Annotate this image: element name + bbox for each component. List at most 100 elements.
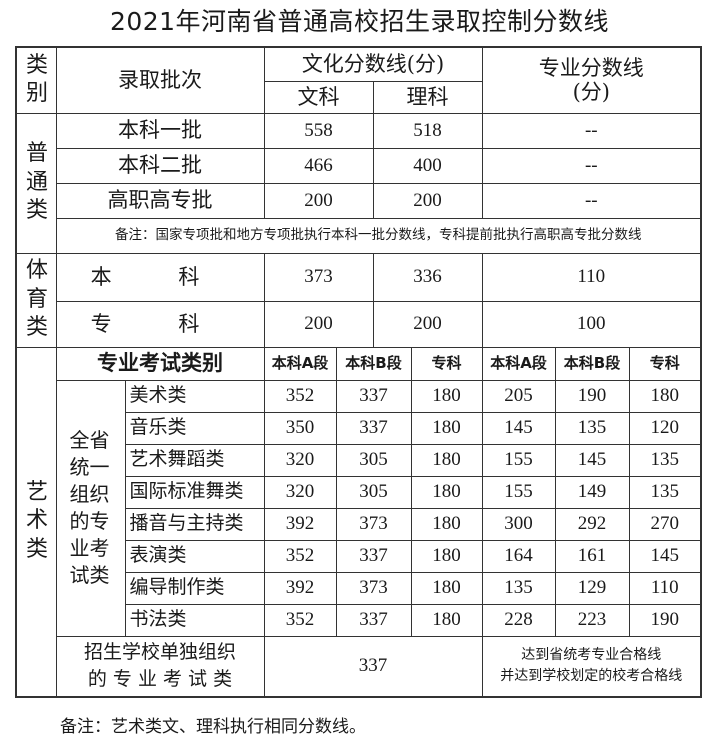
art-score: 352 xyxy=(263,603,337,637)
unified-label: 全省统一组织的专业考试类 xyxy=(55,379,126,637)
art-category-name: 艺术舞蹈类 xyxy=(124,443,265,477)
art-score: 305 xyxy=(335,475,412,509)
table-row: 书法类 352 337 180 228 223 190 xyxy=(16,603,702,637)
art-score: 320 xyxy=(263,443,337,477)
art-score: 392 xyxy=(263,571,337,605)
pro-line2: 并达到学校划定的校考合格线 xyxy=(500,668,683,685)
arts-score: 200 xyxy=(263,300,374,348)
table-row: 艺术类 专业考试类别 本科A段 本科B段 专科 本科A段 本科B段 专科 xyxy=(15,346,702,698)
art-category-name: 国际标准舞类 xyxy=(124,475,265,509)
art-score: 337 xyxy=(335,379,412,413)
art-score: 161 xyxy=(554,539,630,573)
arts-score: 466 xyxy=(263,147,374,184)
art-category-name: 表演类 xyxy=(124,539,265,573)
pro-score: 100 xyxy=(481,300,702,348)
table-row: 音乐类 350 337 180 145 135 120 xyxy=(16,411,702,445)
pro-line1: 达到省统考专业合格线 xyxy=(521,647,662,664)
batch-name: 本科二批 xyxy=(55,147,265,184)
art-category-name: 美术类 xyxy=(124,379,265,413)
art-score: 352 xyxy=(263,379,337,413)
art-col-header: 专科 xyxy=(410,346,483,381)
art-score: 180 xyxy=(410,443,483,477)
art-col-header: 本科A段 xyxy=(481,346,556,381)
school-pro-requirement: 达到省统考专业合格线并达到学校划定的校考合格线 xyxy=(481,635,702,698)
art-score: 352 xyxy=(263,539,337,573)
table-wrapper: 类别 录取批次 文化分数线(分) 专业分数线(分) 文科 理科 普通类 本科一批 5… xyxy=(15,46,703,698)
table-row: 本科二批 466 400 -- xyxy=(16,147,702,184)
art-score: 223 xyxy=(554,603,630,637)
arts-score: 558 xyxy=(263,112,374,149)
art-score: 180 xyxy=(410,475,483,509)
table-row: 专 科 200 200 100 xyxy=(16,300,702,348)
table-row: 高职高专批 200 200 -- xyxy=(16,182,702,219)
art-score: 205 xyxy=(481,379,556,413)
art-score: 373 xyxy=(335,571,412,605)
art-category-name: 书法类 xyxy=(124,603,265,637)
science-score: 400 xyxy=(372,147,483,184)
table-row: 表演类 352 337 180 164 161 145 xyxy=(16,539,702,573)
table-row: 招生学校单独组织的 专 业 考 试 类 337 达到省统考专业合格线 并达到学校划定的… xyxy=(16,635,702,698)
art-score: 110 xyxy=(628,571,702,605)
art-score: 129 xyxy=(554,571,630,605)
score-table: 类别 录取批次 文化分数线(分) 专业分数线(分) 文科 理科 普通类 本科一批 5… xyxy=(15,46,703,698)
art-score: 180 xyxy=(410,507,483,541)
art-category-name: 播音与主持类 xyxy=(124,507,265,541)
art-col-header: 专科 xyxy=(628,346,702,381)
art-score: 135 xyxy=(628,475,702,509)
art-score: 392 xyxy=(263,507,337,541)
batch-name: 专 科 xyxy=(55,300,265,348)
art-score: 180 xyxy=(410,571,483,605)
art-score: 180 xyxy=(410,411,483,445)
header-batch: 录取批次 xyxy=(55,46,265,114)
art-score: 337 xyxy=(335,539,412,573)
table-row: 备注：国家专项批和地方专项批执行本科一批分数线，专科提前批执行高职高专批分数线 xyxy=(16,217,702,254)
batch-name: 本科一批 xyxy=(55,112,265,149)
art-score: 337 xyxy=(335,411,412,445)
art-score: 320 xyxy=(263,475,337,509)
art-score: 350 xyxy=(263,411,337,445)
art-col-header: 本科B段 xyxy=(335,346,412,381)
arts-score: 373 xyxy=(263,252,374,302)
pro-score: -- xyxy=(481,112,702,149)
school-label-line2: 的 专 业 考 试 类 xyxy=(87,668,233,691)
art-score: 228 xyxy=(481,603,556,637)
table-row: 编导制作类 392 373 180 135 129 110 xyxy=(16,571,702,605)
table-row: 体育类本 科 373 336 110 xyxy=(15,252,702,348)
school-exam-label: 招生学校单独组织的 专 业 考 试 类 xyxy=(55,635,265,698)
art-score: 180 xyxy=(410,379,483,413)
art-label: 艺术类 xyxy=(15,346,57,698)
table-row: 普通类 本科一批 558 518 -- xyxy=(15,112,702,254)
art-score: 135 xyxy=(554,411,630,445)
sports-label: 体育类 xyxy=(15,252,57,348)
science-score: 200 xyxy=(372,300,483,348)
art-score: 145 xyxy=(628,539,702,573)
pro-score: 110 xyxy=(481,252,702,302)
art-score: 180 xyxy=(410,539,483,573)
pro-score: -- xyxy=(481,182,702,219)
header-professional: 专业分数线(分) xyxy=(481,46,702,114)
art-score: 337 xyxy=(335,603,412,637)
art-col-header: 本科B段 xyxy=(554,346,630,381)
header-arts: 文科 xyxy=(263,80,374,114)
exam-category-header: 专业考试类别 xyxy=(55,346,265,381)
art-score: 155 xyxy=(481,443,556,477)
art-score: 135 xyxy=(628,443,702,477)
art-category-name: 编导制作类 xyxy=(124,571,265,605)
art-score: 190 xyxy=(628,603,702,637)
page-title: 2021年河南省普通高校招生录取控制分数线 xyxy=(109,7,610,36)
art-score: 149 xyxy=(554,475,630,509)
arts-score: 200 xyxy=(263,182,374,219)
art-category-name: 音乐类 xyxy=(124,411,265,445)
general-label: 普通类 xyxy=(15,112,57,254)
table-row: 播音与主持类 392 373 180 300 292 270 xyxy=(16,507,702,541)
art-score: 180 xyxy=(410,603,483,637)
art-score: 164 xyxy=(481,539,556,573)
school-label-line1: 招生学校单独组织 xyxy=(83,640,236,663)
science-score: 518 xyxy=(372,112,483,149)
batch-name: 本 科 xyxy=(55,252,265,302)
art-score: 292 xyxy=(554,507,630,541)
science-score: 336 xyxy=(372,252,483,302)
art-score: 120 xyxy=(628,411,702,445)
header-science: 理科 xyxy=(372,80,483,114)
art-score: 180 xyxy=(628,379,702,413)
